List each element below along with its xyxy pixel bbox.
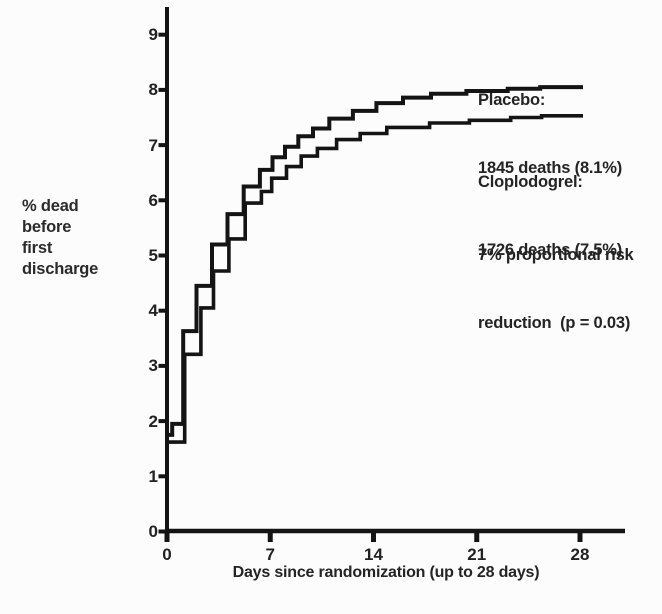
y-tick-label-4: 4 bbox=[148, 301, 158, 321]
risk-reduction-line: reduction (p = 0.03) bbox=[478, 313, 631, 332]
x-tick-label-0: 0 bbox=[162, 545, 172, 564]
x-tick-label-28: 28 bbox=[570, 545, 590, 564]
y-tick-label-6: 6 bbox=[148, 190, 158, 210]
x-tick-label-21: 21 bbox=[467, 545, 487, 564]
y-tick-label-7: 7 bbox=[148, 135, 158, 155]
y-axis-label-line: % dead bbox=[22, 197, 79, 215]
cloplodogrel-curve bbox=[167, 114, 583, 444]
y-tick-label-5: 5 bbox=[148, 246, 158, 265]
y-axis-label: % dead before first discharge bbox=[22, 196, 98, 280]
y-axis-label-line: first bbox=[22, 239, 53, 257]
y-axis-label-line: discharge bbox=[22, 260, 99, 278]
x-axis-title: Days since randomization (up to 28 days) bbox=[232, 564, 540, 581]
x-tick-label-7: 7 bbox=[265, 545, 275, 564]
y-tick-label-9: 9 bbox=[148, 25, 158, 45]
x-tick-label-14: 14 bbox=[364, 545, 383, 564]
placebo-series-label: Placebo: 1845 deaths (8.1%) bbox=[478, 44, 622, 224]
placebo-curve bbox=[167, 85, 583, 437]
y-tick-label-8: 8 bbox=[148, 80, 158, 100]
clopidogrel-series-label: Cloplodogrel: 1726 deaths (7.5%) bbox=[478, 126, 622, 306]
y-tick-label-2: 2 bbox=[148, 411, 158, 431]
y-tick-label-1: 1 bbox=[148, 466, 158, 486]
risk-reduction-annotation: 7% proportional risk reduction (p = 0.03… bbox=[478, 199, 634, 379]
y-axis-label-line: before bbox=[22, 218, 72, 236]
placebo-series-name: Placebo: bbox=[478, 91, 546, 109]
y-tick-label-0: 0 bbox=[148, 522, 158, 541]
clopidogrel-series-name: Cloplodogrel: bbox=[478, 173, 583, 191]
y-tick-label-3: 3 bbox=[148, 356, 158, 376]
clopidogrel-series-deaths: 1726 deaths (7.5%) bbox=[478, 240, 623, 259]
placebo-series-deaths: 1845 deaths (8.1%) bbox=[478, 158, 623, 177]
risk-reduction-line: 7% proportional risk bbox=[478, 246, 634, 264]
